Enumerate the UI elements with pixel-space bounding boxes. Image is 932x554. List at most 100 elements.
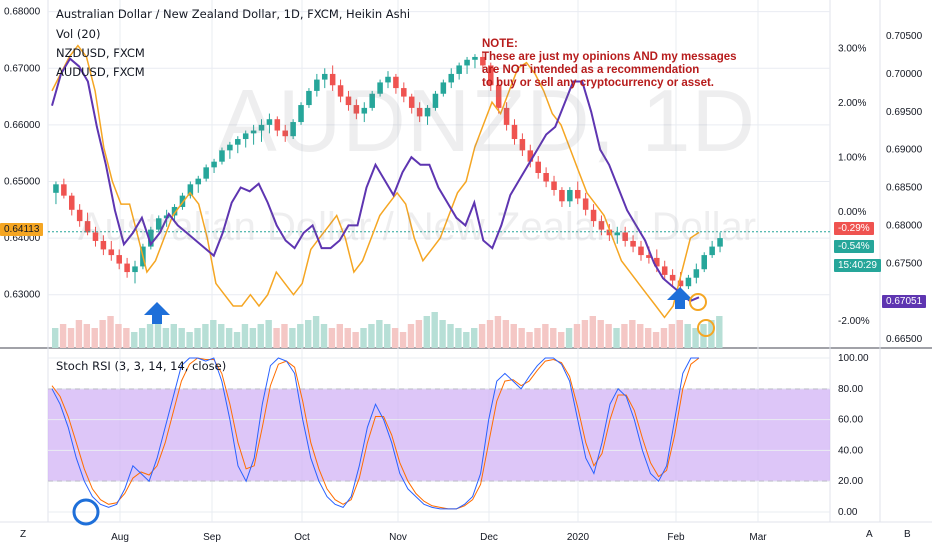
volume-bar <box>225 328 233 348</box>
candle-body <box>385 76 391 83</box>
stoch-tick-label: 80.00 <box>838 384 863 395</box>
candle-body <box>84 221 91 233</box>
percent-change-red-tag: -0.29% <box>834 222 874 235</box>
candle-body <box>495 85 502 108</box>
timezone-button[interactable]: Z <box>20 529 27 540</box>
candle-body <box>567 189 573 202</box>
candle-body <box>661 266 668 275</box>
percent-tick-label: 3.00% <box>838 44 866 55</box>
time-tick-label: Oct <box>294 532 310 543</box>
stoch-tick-label: 40.00 <box>838 445 863 456</box>
volume-bar <box>320 324 328 348</box>
volume-bar <box>59 324 67 348</box>
candle-body <box>685 277 692 287</box>
candle-body <box>543 173 549 182</box>
candle-body <box>92 232 99 241</box>
candle-body <box>250 130 257 134</box>
stoch-rsi-legend[interactable]: Stoch RSI (3, 3, 14, 14, close) <box>56 359 227 373</box>
circle-marker-icon <box>689 293 707 311</box>
candle-body <box>614 232 621 236</box>
candle-body <box>606 229 613 236</box>
candle-body <box>654 257 660 267</box>
volume-bar <box>249 328 257 348</box>
audusd-price-tag: 0.67051 <box>882 295 927 308</box>
volume-bar <box>138 328 146 348</box>
candle-body <box>456 65 462 74</box>
candle-body <box>345 96 352 106</box>
audusd-tick-label: 0.70500 <box>886 31 923 42</box>
volume-bar <box>154 320 162 348</box>
candle-body <box>551 181 557 190</box>
up-arrow-icon <box>144 302 170 324</box>
audusd-legend[interactable]: AUDUSD, FXCM <box>56 65 145 79</box>
volume-bar <box>178 328 185 348</box>
volume-bar <box>486 320 494 348</box>
candle-body <box>669 274 676 281</box>
candle-body <box>709 246 715 256</box>
stoch-d-line <box>51 357 700 510</box>
volume-bar <box>629 320 636 348</box>
volume-bar <box>423 316 430 348</box>
volume-bar <box>510 324 517 348</box>
audusd-line <box>51 57 700 303</box>
volume-bar <box>407 324 415 348</box>
candle-body <box>108 249 115 256</box>
volume-bar <box>91 328 98 348</box>
candle-body <box>203 167 209 179</box>
nzdusd-legend[interactable]: NZDUSD, FXCM <box>56 46 145 60</box>
volume-bar <box>384 324 391 348</box>
candle-body <box>488 65 494 86</box>
candle-body <box>68 195 75 210</box>
candle-body <box>535 161 541 173</box>
candles <box>48 51 830 292</box>
candle-body <box>353 105 360 114</box>
candle-body <box>337 85 344 97</box>
percent-tick-label: 0.00% <box>838 207 866 218</box>
candle-body <box>329 73 336 86</box>
candle-body <box>321 73 328 80</box>
candle-body <box>464 59 470 66</box>
volume-bar <box>692 328 699 348</box>
candle-body <box>227 144 233 151</box>
scale-b-button[interactable]: B <box>904 529 911 540</box>
volume-bar <box>431 312 438 348</box>
volume-bar <box>83 324 91 348</box>
candle-body <box>590 209 597 222</box>
candle-body <box>155 218 162 230</box>
percent-tick-label: 1.00% <box>838 153 866 164</box>
candle-body <box>408 96 415 108</box>
candle-body <box>646 255 652 258</box>
price-tick-label: 0.64000 <box>4 233 41 244</box>
candle-body <box>559 189 565 202</box>
volume-bar <box>281 324 288 348</box>
chart-title[interactable]: Australian Dollar / New Zealand Dollar, … <box>56 7 411 21</box>
volume-bar <box>605 324 612 348</box>
candle-body <box>219 150 225 162</box>
volume-bar <box>526 332 533 348</box>
candle-body <box>116 255 122 264</box>
volume-bar <box>376 320 383 348</box>
volume-bar <box>170 324 177 348</box>
auto-scale-button[interactable]: A <box>866 529 873 540</box>
volume-bar <box>557 332 565 348</box>
volume-bar <box>534 328 541 348</box>
candle-body <box>598 221 605 230</box>
volume-bar <box>637 324 644 348</box>
candle-body <box>298 105 304 123</box>
candle-body <box>393 76 399 89</box>
note-line-4: to buy or sell any cryptocurrency or ass… <box>482 77 714 89</box>
volume-bar <box>368 324 375 348</box>
volume-legend[interactable]: Vol (20) <box>56 27 101 41</box>
volume-bar <box>123 328 130 348</box>
time-tick-label: Mar <box>749 532 767 543</box>
audusd-tick-label: 0.69000 <box>886 145 923 156</box>
note-line-1: NOTE: <box>482 38 518 50</box>
circle-marker-icon <box>72 498 100 526</box>
volume-bar <box>186 332 193 348</box>
volume-bar <box>99 320 106 348</box>
volume-bar <box>415 320 423 348</box>
candle-body <box>306 90 312 106</box>
time-tick-label: Feb <box>667 532 685 543</box>
price-tick-label: 0.66000 <box>4 120 41 131</box>
